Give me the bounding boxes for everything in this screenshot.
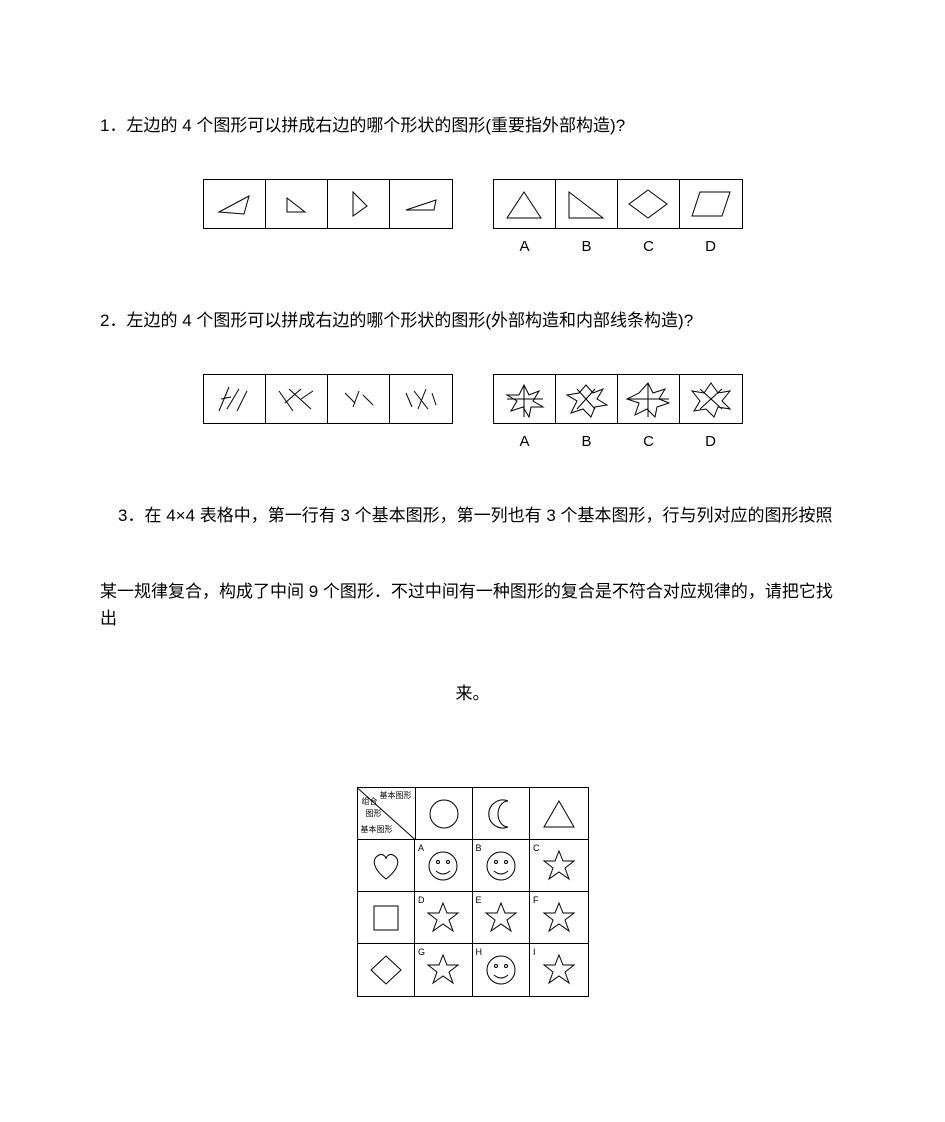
q1-piece-3 (328, 180, 390, 228)
q3-body1: 在 4×4 表格中，第一行有 3 个基本图形，第一列也有 3 个基本图形，行与列… (144, 506, 832, 525)
q2-right-group: A B C D (493, 374, 743, 454)
label-c: C (533, 841, 540, 855)
q2-option-c (618, 375, 680, 423)
label-d: D (418, 893, 425, 907)
grid-row-3: G H I (358, 944, 588, 996)
q1-label-d: D (680, 235, 742, 259)
grid-cell-g: G (415, 944, 473, 996)
q1-body: 左边的 4 个图形可以拼成右边的哪个形状的图形(重要指外部构造)? (126, 116, 625, 135)
q1-piece-2 (266, 180, 328, 228)
q2-text: 2．左边的 4 个图形可以拼成右边的哪个形状的图形(外部构造和内部线条构造)? (100, 307, 845, 334)
q2-option-a (494, 375, 556, 423)
q1-piece-4 (390, 180, 452, 228)
label-f: F (533, 893, 539, 907)
grid-top-crescent (473, 788, 530, 840)
q1-option-a (494, 180, 556, 228)
q3-text-line3: 来。 (100, 680, 845, 707)
header-shape: 图形 (366, 808, 382, 821)
header-basic-left: 基本图形 (361, 824, 393, 837)
q1-left-boxes (203, 179, 453, 229)
q2-number: 2． (100, 311, 126, 330)
grid-cell-b: B (473, 840, 531, 892)
q1-piece-1 (204, 180, 266, 228)
q1-label-c: C (618, 235, 680, 259)
q2-option-b (556, 375, 618, 423)
grid-cell-a: A (415, 840, 473, 892)
q2-label-d: D (680, 430, 742, 454)
label-i: I (533, 945, 536, 959)
q1-option-b (556, 180, 618, 228)
label-a: A (418, 841, 424, 855)
q1-labels: A B C D (494, 235, 742, 259)
header-basic-top: 基本图形 (380, 790, 412, 803)
q2-label-c: C (618, 430, 680, 454)
q1-right-boxes (493, 179, 743, 229)
q1-right-group: A B C D (493, 179, 743, 259)
grid-row-2: D E F (358, 892, 588, 944)
q2-label-a: A (494, 430, 556, 454)
q1-label-b: B (556, 235, 618, 259)
q2-label-b: B (556, 430, 618, 454)
q2-labels: A B C D (494, 430, 742, 454)
q1-left-group (203, 179, 453, 229)
q3-text-line1: 3．在 4×4 表格中，第一行有 3 个基本图形，第一列也有 3 个基本图形，行… (100, 502, 845, 529)
q1-option-d (680, 180, 742, 228)
q2-piece-4 (390, 375, 452, 423)
q3-number: 3． (118, 506, 144, 525)
header-combine: 组合 (362, 796, 378, 809)
grid-row-0: 组合 图形 基本图形 基本图形 (358, 788, 588, 840)
grid-row-1: A B C (358, 840, 588, 892)
q2-piece-3 (328, 375, 390, 423)
grid-left-heart (358, 840, 416, 892)
q2-body: 左边的 4 个图形可以拼成右边的哪个形状的图形(外部构造和内部线条构造)? (126, 311, 693, 330)
q1-number: 1． (100, 116, 126, 135)
q1-figures: A B C D (100, 179, 845, 259)
q2-piece-1 (204, 375, 266, 423)
q2-left-boxes (203, 374, 453, 424)
q1-option-c (618, 180, 680, 228)
q2-right-boxes (493, 374, 743, 424)
label-b: B (476, 841, 482, 855)
grid-left-diamond (358, 944, 416, 996)
q3-text-line2: 某一规律复合，构成了中间 9 个图形．不过中间有一种图形的复合是不符合对应规律的… (100, 578, 845, 632)
question-1: 1．左边的 4 个图形可以拼成右边的哪个形状的图形(重要指外部构造)? A B … (100, 112, 845, 259)
q3-grid-wrapper: 组合 图形 基本图形 基本图形 A B C D E F G H (100, 787, 845, 997)
q2-left-group (203, 374, 453, 424)
q2-figures: A B C D (100, 374, 845, 454)
grid-cell-e: E (473, 892, 531, 944)
q1-text: 1．左边的 4 个图形可以拼成右边的哪个形状的图形(重要指外部构造)? (100, 112, 845, 139)
label-g: G (418, 945, 425, 959)
grid-header-cell: 组合 图形 基本图形 基本图形 (358, 788, 416, 840)
grid-cell-f: F (530, 892, 588, 944)
grid-cell-d: D (415, 892, 473, 944)
q2-option-d (680, 375, 742, 423)
q2-piece-2 (266, 375, 328, 423)
grid-top-circle (416, 788, 473, 840)
label-h: H (476, 945, 483, 959)
question-3: 3．在 4×4 表格中，第一行有 3 个基本图形，第一列也有 3 个基本图形，行… (100, 502, 845, 529)
grid-top-triangle (530, 788, 587, 840)
grid-cell-h: H (473, 944, 531, 996)
question-2: 2．左边的 4 个图形可以拼成右边的哪个形状的图形(外部构造和内部线条构造)? … (100, 307, 845, 454)
label-e: E (476, 893, 482, 907)
q3-grid: 组合 图形 基本图形 基本图形 A B C D E F G H (357, 787, 589, 997)
q1-label-a: A (494, 235, 556, 259)
grid-cell-c: C (530, 840, 588, 892)
grid-left-square (358, 892, 416, 944)
grid-cell-i: I (530, 944, 588, 996)
